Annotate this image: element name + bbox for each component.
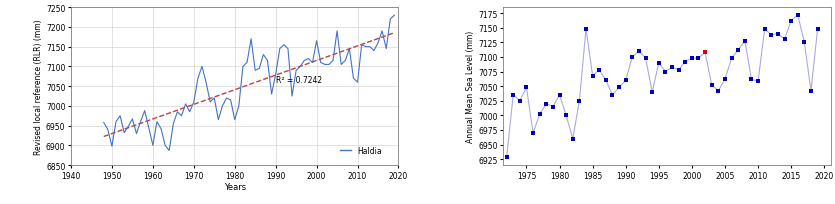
Legend: Haldia: Haldia (337, 143, 385, 158)
Y-axis label: Annual Mean Sea Level (mm): Annual Mean Sea Level (mm) (467, 31, 475, 143)
X-axis label: Years: Years (224, 183, 245, 191)
Y-axis label: Revised local reference (RLR) (mm): Revised local reference (RLR) (mm) (34, 19, 43, 154)
Text: R² = 0.7242: R² = 0.7242 (276, 76, 321, 85)
